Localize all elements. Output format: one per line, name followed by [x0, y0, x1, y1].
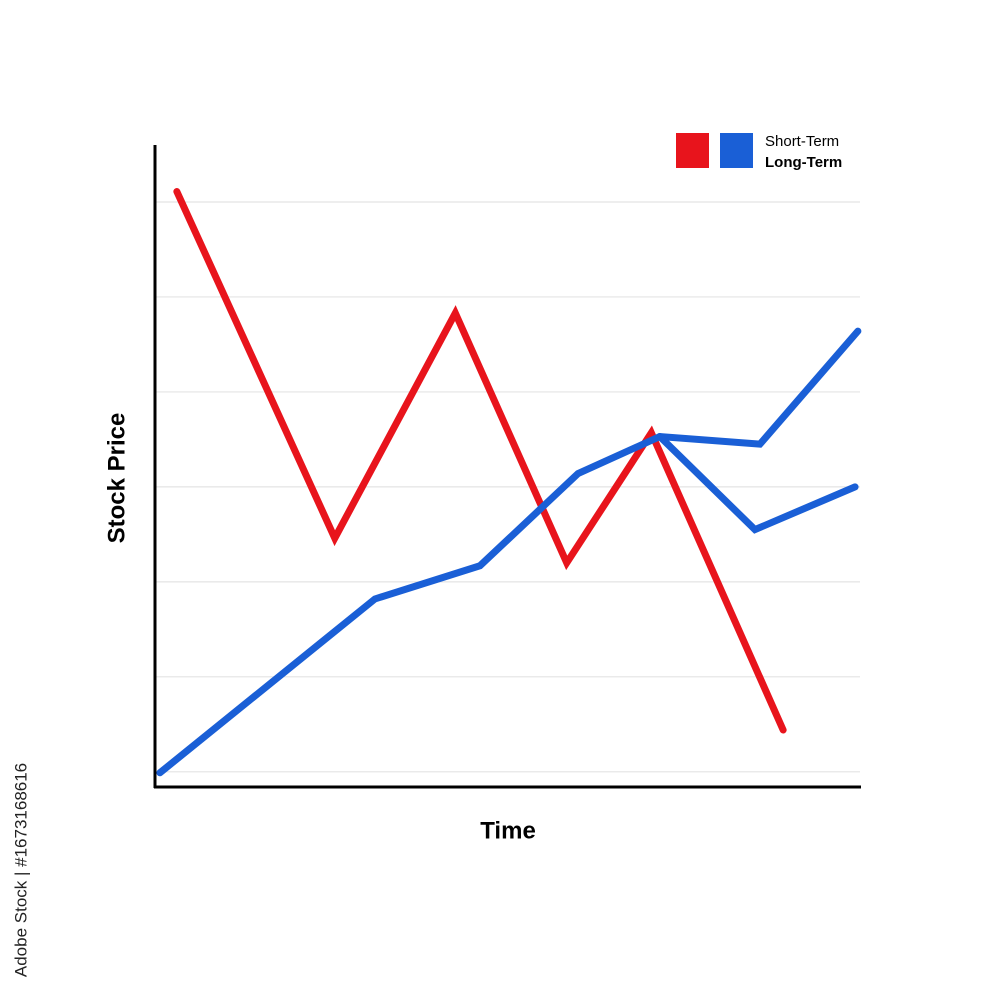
- legend-label: Long-Term: [765, 154, 842, 171]
- x-axis-label: Time: [480, 817, 536, 844]
- series-line: [656, 433, 859, 534]
- legend-swatch: [676, 133, 709, 168]
- legend: Short-Term Long-Term: [676, 133, 842, 171]
- watermark: Adobe Stock | #1673168616: [11, 763, 30, 977]
- series-line: [173, 188, 787, 734]
- legend-swatch: [720, 133, 753, 168]
- series-line: [156, 327, 862, 777]
- plot-area: [156, 188, 862, 777]
- legend-label: Short-Term: [765, 133, 839, 150]
- y-axis-label: Stock Price: [103, 413, 130, 544]
- grid: [155, 201, 860, 773]
